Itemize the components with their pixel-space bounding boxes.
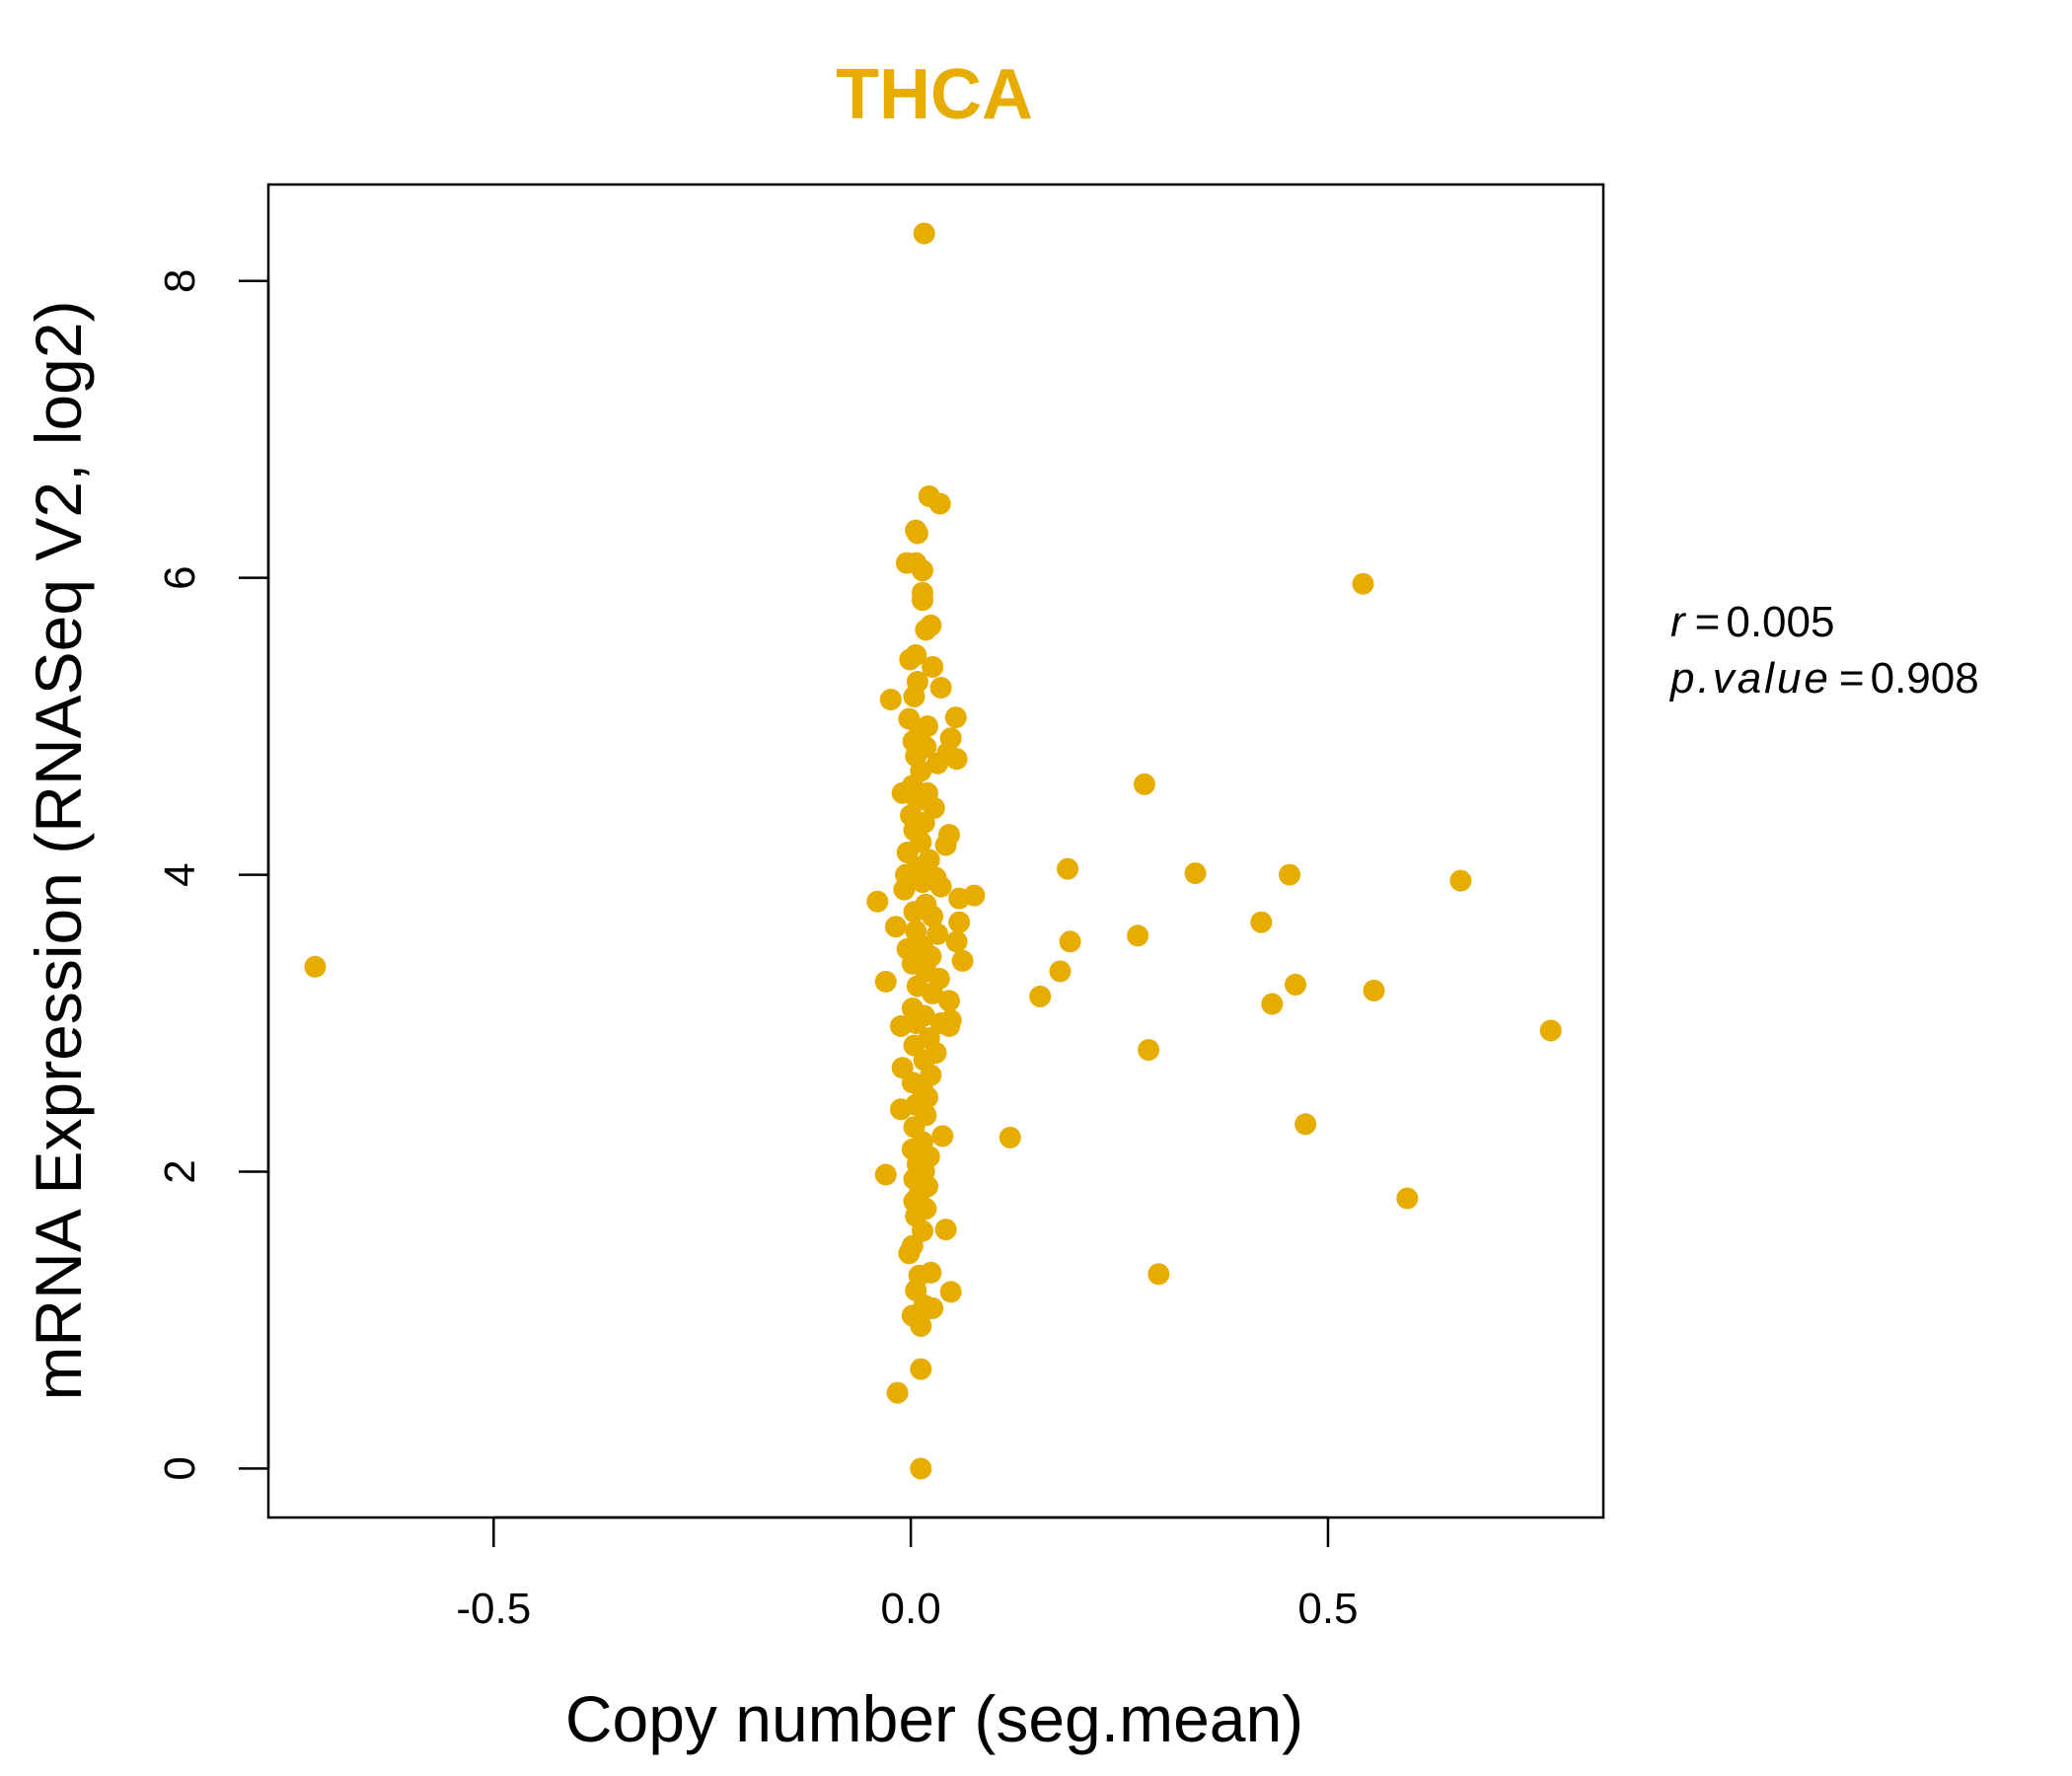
scatter-point [890,1015,912,1037]
scatter-point [1285,973,1306,996]
scatter-point [912,589,933,612]
scatter-point [929,875,952,898]
scatter-point [945,748,968,771]
scatter-point [910,1457,932,1480]
scatter-point [1279,863,1300,886]
scatter-point [939,1281,962,1303]
p-value-stat: p.value = 0.908 [1668,654,1979,703]
scatter-point [874,1163,897,1186]
y-tick-label: 4 [156,862,204,886]
scatter-point [1261,993,1284,1015]
scatter-point [1049,960,1072,983]
scatter-point [931,1125,954,1147]
scatter-point [899,648,922,671]
scatter-point [890,1098,912,1121]
r-stat: r = 0.005 [1670,598,1834,646]
r-stat-label: r [1670,598,1687,646]
scatter-point [1147,1263,1170,1286]
scatter-point [913,222,935,245]
scatter-point [874,970,897,993]
scatter-point [1127,925,1149,947]
scatter-point [903,901,925,924]
x-tick-label: 0.5 [1297,1585,1358,1633]
scatter-point [926,923,949,945]
scatter-point [912,559,933,582]
points-layer [304,222,1562,1480]
scatter-point [1057,857,1079,880]
scatter-point [948,887,971,910]
scatter-point [1133,773,1155,795]
scatter-point [944,706,967,729]
scatter-point [922,655,944,678]
y-axis-label: mRNA Expression (RNASeq V2, log2) [22,300,95,1400]
p-value-stat-label: p.value [1668,654,1831,703]
y-tick-label: 0 [156,1456,204,1480]
scatter-point [1396,1187,1419,1210]
x-tick-label: 0.0 [881,1585,941,1633]
chart-title: THCA [836,55,1033,134]
scatter-point [1352,572,1374,595]
scatter-point [910,1314,932,1337]
x-tick-label: -0.5 [456,1585,531,1633]
scatter-point [903,686,925,707]
scatter-point [1138,1039,1160,1062]
scatter-point [893,878,916,901]
scatter-point [905,519,927,542]
p-value-stat-value: 0.908 [1871,654,1979,703]
scatter-point [1029,985,1052,1007]
scatter-point [938,990,960,1012]
y-tick-label: 6 [156,565,204,589]
scatter-point [1250,911,1273,933]
scatter-point [934,834,957,856]
y-axis: 0 2 4 6 8 [156,269,270,1481]
scatter-point [910,1358,932,1380]
scatter-point [929,677,952,699]
scatter-point [945,930,968,953]
scatter-point [1184,862,1207,885]
scatter-point [1295,1113,1317,1136]
scatter-point [884,916,907,938]
scatter-point [938,1015,960,1037]
scatter-point [915,619,937,641]
y-tick-label: 2 [156,1159,204,1183]
scatter-point [1449,869,1472,892]
scatter-point [1539,1019,1562,1042]
y-tick-label: 8 [156,269,204,293]
scatter-point [934,1219,957,1241]
scatter-point [886,1381,909,1404]
scatter-point [1059,930,1081,953]
r-stat-value: 0.005 [1726,598,1834,646]
scatter-point [879,689,902,710]
x-axis-label: Copy number (seg.mean) [565,1682,1303,1755]
scatter-point [866,890,889,913]
scatter-point [1363,979,1385,1001]
scatter-point [948,911,971,933]
scatter-point [898,1242,921,1265]
scatter-point [912,871,933,894]
x-axis: -0.5 0.0 0.5 [456,1516,1359,1633]
scatter-point [304,955,327,978]
scatter-point [999,1126,1021,1148]
scatter-point [928,492,951,515]
scatter-point [951,949,974,972]
scatter-point [922,982,944,1004]
scatter-point [922,905,944,927]
scatter-point [926,752,949,775]
